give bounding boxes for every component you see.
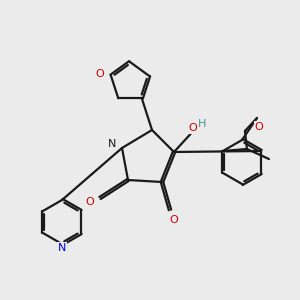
- Text: O: O: [169, 215, 178, 225]
- Text: H: H: [198, 119, 206, 129]
- Text: O: O: [255, 122, 263, 132]
- Text: N: N: [58, 243, 66, 253]
- Text: N: N: [108, 139, 116, 149]
- Text: O: O: [189, 123, 197, 133]
- Text: O: O: [96, 69, 104, 79]
- Text: O: O: [85, 197, 94, 207]
